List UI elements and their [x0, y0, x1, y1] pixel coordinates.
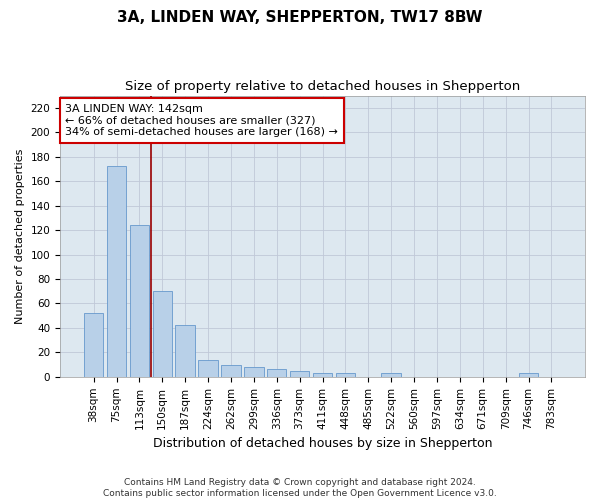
- Bar: [107, 166, 126, 377]
- Bar: [313, 373, 332, 377]
- Bar: [221, 364, 241, 377]
- Bar: [267, 370, 286, 377]
- Bar: [175, 326, 195, 377]
- Bar: [199, 360, 218, 377]
- X-axis label: Distribution of detached houses by size in Shepperton: Distribution of detached houses by size …: [153, 437, 492, 450]
- Title: Size of property relative to detached houses in Shepperton: Size of property relative to detached ho…: [125, 80, 520, 93]
- Bar: [335, 373, 355, 377]
- Text: Contains HM Land Registry data © Crown copyright and database right 2024.
Contai: Contains HM Land Registry data © Crown c…: [103, 478, 497, 498]
- Text: 3A LINDEN WAY: 142sqm
← 66% of detached houses are smaller (327)
34% of semi-det: 3A LINDEN WAY: 142sqm ← 66% of detached …: [65, 104, 338, 137]
- Bar: [152, 291, 172, 377]
- Y-axis label: Number of detached properties: Number of detached properties: [15, 148, 25, 324]
- Bar: [84, 313, 103, 377]
- Bar: [382, 373, 401, 377]
- Text: 3A, LINDEN WAY, SHEPPERTON, TW17 8BW: 3A, LINDEN WAY, SHEPPERTON, TW17 8BW: [117, 10, 483, 25]
- Bar: [130, 225, 149, 377]
- Bar: [519, 373, 538, 377]
- Bar: [244, 367, 263, 377]
- Bar: [290, 370, 310, 377]
